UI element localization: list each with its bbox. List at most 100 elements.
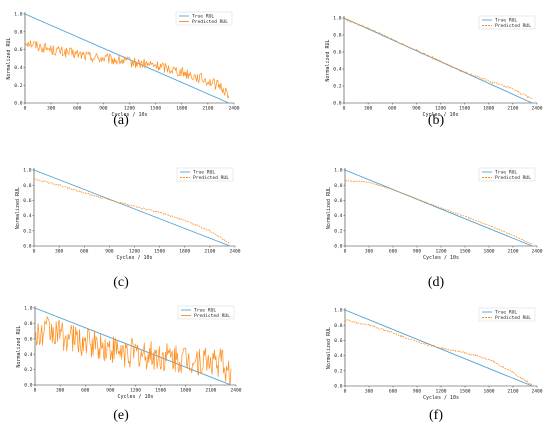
x-tick-label: 1500: [155, 388, 166, 394]
y-tick-label: 0.8: [24, 321, 33, 327]
x-tick-label: 1500: [154, 249, 165, 255]
y-tick-label: 0.6: [24, 336, 33, 342]
legend-predicted-label: Predicted RUL: [495, 315, 531, 321]
panel-label: (b): [428, 113, 445, 128]
panel-label: (d): [428, 275, 445, 290]
y-tick-label: 0.4: [24, 352, 33, 358]
predicted-rul-line: [344, 179, 533, 245]
y-tick-label: 0.2: [333, 84, 342, 90]
x-tick-label: 2100: [204, 249, 215, 255]
x-tick-label: 1800: [176, 106, 187, 112]
x-tick-label: 600: [388, 106, 397, 112]
y-tick-label: 0.0: [23, 244, 32, 250]
y-tick-label: 0.0: [24, 383, 33, 389]
y-tick-label: 0.0: [14, 101, 23, 107]
x-tick-label: 0: [34, 388, 37, 394]
chart-panel-5: 0 300 600 900 1200 1500 1800 2100 2400 0.0 0.2 0.4 0…: [16, 306, 242, 423]
legend-true-label: True RUL: [495, 18, 517, 24]
x-tick-label: 2100: [507, 389, 518, 395]
y-axis-label: Normalized RUL: [15, 187, 21, 229]
predicted-rul-line: [33, 178, 231, 245]
x-tick-label: 2100: [205, 388, 216, 394]
x-tick-label: 0: [344, 249, 347, 255]
chart-panel-4: 0 300 600 900 1200 1500 1800 2100 2400 0.0 0.2 0.4 0…: [326, 168, 543, 290]
x-tick-label: 1500: [150, 106, 161, 112]
x-tick-label: 600: [389, 389, 398, 395]
legend-true-label: True RUL: [194, 308, 216, 314]
y-tick-label: 0.4: [334, 213, 343, 219]
legend-box: [478, 15, 536, 30]
x-tick-label: 1800: [179, 249, 190, 255]
y-axis-label: Normalized RUL: [326, 187, 332, 229]
chart-panel-6: 0 300 600 900 1200 1500 1800 2100 2400 0.0 0.2 0.4 0…: [326, 308, 543, 423]
y-axis-label: Normalized RUL: [325, 39, 331, 81]
legend-true-label: True RUL: [193, 170, 215, 176]
y-tick-label: 1.0: [23, 168, 32, 174]
x-axis-label: Cycles / 10s: [117, 394, 153, 400]
x-tick-label: 1200: [129, 249, 140, 255]
y-tick-label: 0.4: [333, 67, 342, 73]
y-tick-label: 0.0: [333, 101, 342, 107]
x-tick-label: 1800: [483, 249, 494, 255]
x-tick-label: 900: [99, 106, 108, 112]
x-axis-label: Cycles / 10s: [423, 395, 459, 401]
true-rul-line: [344, 169, 533, 247]
legend-predicted-label: Predicted RUL: [194, 313, 230, 319]
x-tick-label: 1500: [459, 389, 470, 395]
x-tick-label: 1500: [459, 249, 470, 255]
legend-box: [478, 307, 536, 322]
y-tick-label: 0.2: [14, 83, 23, 89]
x-tick-label: 2400: [531, 249, 542, 255]
x-tick-label: 300: [56, 388, 65, 394]
x-tick-label: 600: [80, 249, 89, 255]
x-tick-label: 1200: [435, 106, 446, 112]
y-tick-label: 0.8: [23, 183, 32, 189]
x-tick-label: 900: [106, 388, 115, 394]
legend-true-label: True RUL: [192, 14, 214, 20]
y-tick-label: 0.2: [23, 228, 32, 234]
x-tick-label: 0: [344, 389, 347, 395]
y-tick-label: 1.0: [334, 308, 343, 314]
x-tick-label: 300: [55, 249, 64, 255]
y-tick-label: 0.8: [14, 29, 23, 35]
x-axis-label: Cycles / 10s: [116, 255, 152, 261]
x-axis-label: Cycles / 10s: [422, 112, 458, 118]
x-tick-label: 600: [389, 249, 398, 255]
x-tick-label: 2400: [531, 106, 542, 112]
y-tick-label: 0.2: [334, 368, 343, 374]
x-tick-label: 2100: [507, 249, 518, 255]
y-tick-label: 1.0: [14, 12, 23, 18]
panel-label: (c): [113, 275, 129, 290]
x-tick-label: 2400: [228, 106, 239, 112]
y-tick-label: 0.2: [24, 367, 33, 373]
legend-box: [478, 167, 536, 182]
y-tick-label: 0.0: [334, 384, 343, 390]
legend-predicted-label: Predicted RUL: [495, 23, 531, 29]
x-tick-label: 300: [365, 389, 374, 395]
y-tick-label: 0.6: [334, 198, 343, 204]
x-tick-label: 2100: [507, 106, 518, 112]
y-tick-label: 0.0: [334, 244, 343, 250]
legend-true-label: True RUL: [495, 170, 517, 176]
x-tick-label: 600: [73, 106, 82, 112]
x-tick-label: 0: [33, 249, 36, 255]
y-axis-label: Normalized RUL: [326, 327, 332, 369]
x-tick-label: 900: [413, 249, 422, 255]
y-axis-label: Normalized RUL: [16, 325, 22, 367]
y-tick-label: 0.8: [334, 183, 343, 189]
x-tick-label: 1800: [483, 106, 494, 112]
legend-box: [177, 305, 235, 320]
y-tick-label: 0.4: [334, 353, 343, 359]
predicted-rul-line: [24, 40, 230, 99]
x-tick-label: 2100: [202, 106, 213, 112]
y-tick-label: 0.6: [333, 50, 342, 56]
x-axis-label: Cycles / 10s: [423, 255, 459, 261]
legend-true-label: True RUL: [495, 310, 517, 316]
x-tick-label: 1200: [435, 389, 446, 395]
chart-panel-1: 0 300 600 900 1200 1500 1800 2100 2400 0.0 0.2 0.4 0…: [6, 12, 240, 128]
y-tick-label: 1.0: [334, 168, 343, 174]
predicted-rul-line: [34, 315, 232, 386]
x-tick-label: 900: [413, 389, 422, 395]
panel-label: (f): [429, 408, 443, 423]
